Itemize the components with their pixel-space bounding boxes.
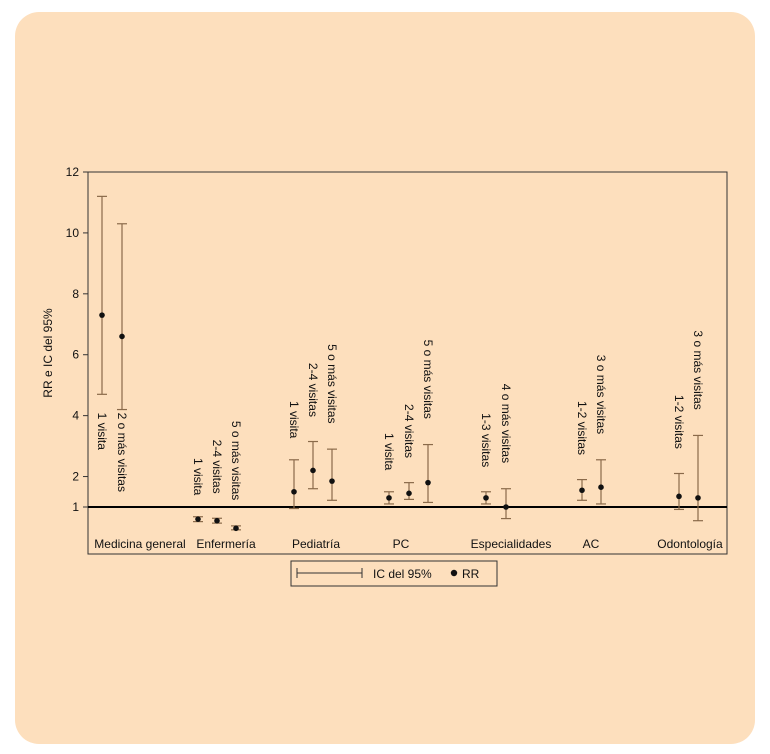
group-label: Odontología (657, 537, 723, 551)
rr-point (119, 333, 125, 340)
item-label: 1 visita (382, 433, 396, 471)
rr-point (195, 516, 201, 522)
y-tick-label: 8 (72, 287, 79, 301)
rr-point (233, 525, 239, 532)
group-labels: Medicina general Enfermería Pediatría PC Esp… (94, 537, 723, 551)
chart-marks: 1 visita 2 o más visitas 1 visita 2-4 visit… (95, 195, 705, 532)
group-label: PC (393, 537, 410, 551)
group-label: AC (583, 537, 600, 551)
y-tick-label: 4 (72, 409, 79, 423)
rr-point (386, 495, 392, 501)
item-label: 5 o más visitas (421, 340, 435, 419)
item-label: 3 o más visitas (594, 355, 608, 434)
y-tick-label: 1 (72, 500, 79, 514)
rr-point (214, 517, 220, 524)
legend-rr-dot (450, 569, 458, 577)
item-label: 1 visita (287, 401, 301, 439)
item-label: 2-4 visitas (210, 440, 224, 494)
item-label: 5 o más visitas (229, 421, 243, 500)
y-tick-label: 6 (72, 348, 79, 362)
item-label: 3 o más visitas (691, 330, 705, 409)
rr-point (676, 493, 682, 500)
legend-box (290, 560, 498, 587)
y-axis-label: RR e IC del 95% (41, 308, 55, 398)
rr-point (503, 504, 509, 510)
figure-background (15, 12, 755, 744)
y-tick-label: 2 (72, 470, 79, 484)
rr-point (310, 467, 316, 474)
rr-point (598, 484, 604, 491)
item-label: 1 visita (95, 413, 109, 451)
rr-point (579, 487, 585, 494)
rr-point (695, 495, 701, 501)
legend: IC del 95% RR (290, 560, 498, 587)
group-label: Pediatría (292, 537, 340, 551)
y-tick-label: 10 (66, 226, 80, 240)
legend-ci-label: IC del 95% (373, 567, 432, 581)
group-label: Especialidades (471, 537, 552, 551)
rr-point (406, 490, 412, 497)
item-label: 1 visita (191, 458, 205, 496)
y-tick-label: 12 (66, 165, 80, 179)
item-label: 1-2 visitas (575, 401, 589, 455)
group-label: Medicina general (94, 537, 185, 551)
item-label: 2 o más visitas (115, 413, 129, 492)
rr-point (329, 478, 335, 484)
rr-point (291, 488, 297, 495)
rr-point (425, 479, 431, 486)
group-label: Enfermería (196, 537, 256, 551)
item-label: 1-3 visitas (479, 413, 493, 467)
item-label: 5 o más visitas (325, 344, 339, 423)
item-label: 2-4 visitas (306, 363, 320, 417)
rr-point (483, 495, 489, 501)
item-label: 4 o más visitas (499, 384, 513, 463)
plot-frame (87, 171, 728, 555)
item-label: 1-2 visitas (672, 395, 686, 449)
legend-rr-label: RR (462, 567, 480, 581)
rr-point (99, 312, 105, 318)
item-label: 2-4 visitas (402, 404, 416, 458)
